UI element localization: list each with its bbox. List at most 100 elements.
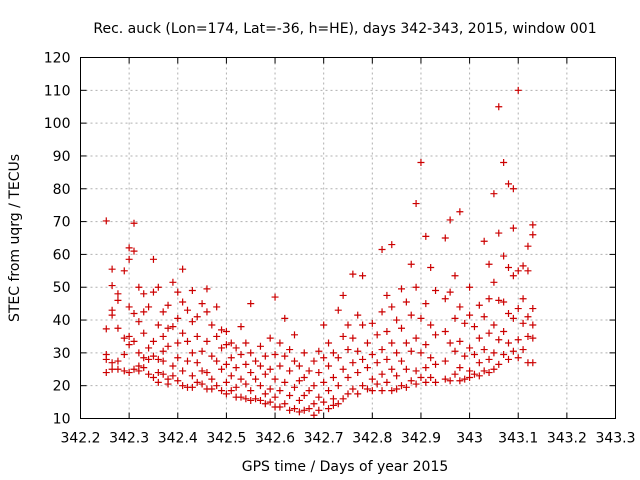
data-point (446, 288, 454, 296)
data-point (480, 237, 488, 245)
data-point (193, 359, 201, 367)
data-point (140, 290, 148, 298)
data-point (261, 400, 269, 408)
data-point (329, 349, 337, 357)
data-point (305, 387, 313, 395)
data-point (276, 339, 284, 347)
data-point (427, 354, 435, 362)
data-point (368, 319, 376, 327)
data-point (247, 369, 255, 377)
data-point (325, 362, 333, 370)
data-point (120, 334, 128, 342)
data-point (524, 242, 532, 250)
data-point (276, 362, 284, 370)
data-point (247, 387, 255, 395)
data-point (505, 355, 512, 363)
data-point (320, 378, 328, 386)
data-point (315, 369, 323, 377)
data-point (407, 311, 415, 319)
data-point (184, 337, 191, 345)
data-point (398, 285, 405, 293)
data-point (291, 383, 298, 391)
data-point (135, 318, 143, 326)
data-point (417, 373, 425, 381)
data-point (227, 339, 235, 347)
data-point (164, 324, 172, 332)
plot-frame (80, 57, 616, 419)
data-point (120, 351, 128, 359)
x-tick-label: 343 (456, 431, 483, 447)
data-point (232, 364, 240, 372)
data-point (432, 331, 440, 339)
x-axis-title: GPS time / Days of year 2015 (242, 459, 449, 475)
data-point (344, 321, 352, 329)
data-point (130, 309, 138, 317)
data-point (208, 321, 216, 329)
data-point (159, 347, 167, 355)
data-point (281, 352, 289, 360)
data-point (485, 369, 493, 377)
data-point (490, 349, 498, 357)
data-point (237, 323, 245, 331)
data-point (198, 347, 206, 355)
data-point (198, 300, 206, 308)
data-point (179, 367, 187, 375)
data-point (461, 375, 469, 383)
data-point (402, 298, 410, 306)
data-point (108, 311, 116, 319)
data-point (276, 403, 284, 411)
data-point (456, 364, 464, 372)
data-point (174, 339, 182, 347)
x-tick-label: 342.4 (158, 431, 198, 447)
data-point (256, 396, 264, 404)
data-point (500, 328, 508, 336)
data-point (485, 295, 493, 303)
data-point (422, 364, 430, 372)
data-point (286, 392, 294, 400)
data-point (227, 354, 235, 362)
data-point (495, 103, 503, 111)
data-point (388, 241, 396, 249)
data-point (325, 387, 333, 395)
data-point (427, 264, 435, 272)
data-point (242, 380, 250, 388)
data-point (490, 321, 498, 329)
y-tick-label: 90 (53, 149, 71, 165)
data-point (378, 308, 386, 316)
data-point (154, 283, 162, 291)
data-point (524, 267, 532, 275)
data-point (149, 255, 157, 263)
data-point (354, 369, 362, 377)
data-point (485, 260, 493, 268)
data-point (456, 377, 464, 385)
data-point (159, 370, 167, 378)
data-point (519, 319, 527, 327)
x-tick-label: 342.7 (304, 431, 344, 447)
data-point (363, 339, 371, 347)
data-point (349, 359, 357, 367)
data-point (174, 288, 182, 296)
data-point (524, 332, 532, 340)
data-point (193, 378, 201, 386)
data-point (222, 341, 230, 349)
data-point (402, 339, 410, 347)
data-point (344, 390, 352, 398)
data-point (295, 396, 303, 404)
data-point (102, 217, 110, 225)
data-point (329, 395, 337, 403)
data-point (383, 355, 391, 363)
data-point (402, 383, 410, 391)
data-point (213, 332, 221, 340)
data-point (184, 306, 191, 314)
data-point (169, 278, 177, 286)
data-point (271, 351, 279, 359)
data-point (271, 375, 279, 383)
data-point (373, 331, 381, 339)
data-point (427, 373, 435, 381)
data-point (446, 339, 454, 347)
data-point (281, 378, 289, 386)
data-point (441, 357, 449, 365)
data-point (149, 373, 157, 381)
data-point (198, 380, 206, 388)
data-point (315, 347, 323, 355)
